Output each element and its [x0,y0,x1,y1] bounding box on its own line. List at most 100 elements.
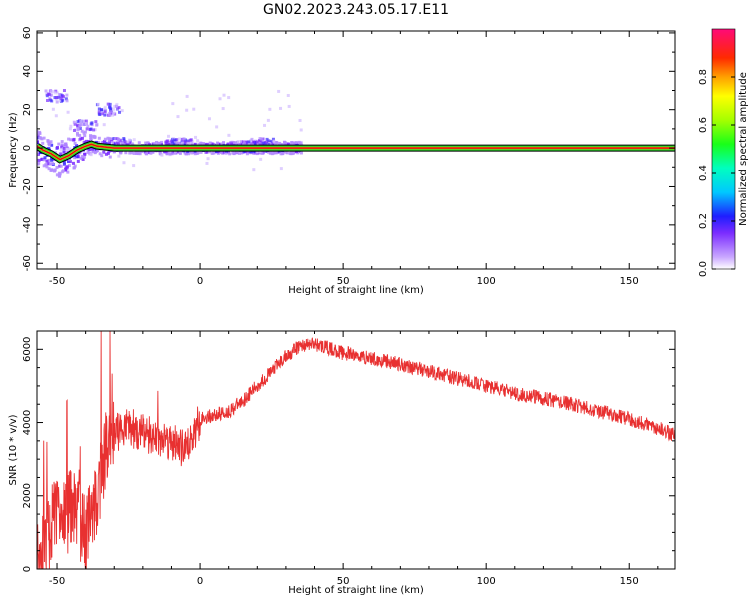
spectrogram-cell [61,98,65,102]
spectrogram-cell [102,123,106,127]
colorbar-tick-label: 0.6 [698,117,709,133]
spectrogram-y-ticks: -60 -40 -20 0 20 40 60 [22,27,675,271]
spectrogram-cell [242,141,246,145]
spectrogram-cell [278,142,282,146]
spectrogram-cell [62,160,66,164]
spectrogram-cell [79,137,83,141]
spectrogram-cell [134,150,138,154]
spectrogram-cell [98,152,102,156]
spectrogram-cell [185,108,189,112]
spectrogram-cell [66,160,70,164]
spectrogram-cell [51,90,55,94]
spectrogram-cell [180,137,184,141]
spectrogram-cell [88,148,92,152]
spectrogram-cell [108,106,112,110]
spectrogram-cell [175,141,179,145]
spectrogram-cell [206,157,210,161]
spectrogram-cell [194,135,198,139]
spectrogram-cell [100,141,104,145]
spectrogram-cell [40,157,44,161]
spectrogram-cell [235,151,239,155]
colorbar-gradient [711,28,736,270]
spectrogram-cell [89,134,93,138]
spectrogram-cell [103,107,107,111]
ridge-core [37,143,675,161]
spectrogram-cell [55,165,59,169]
spectrogram-cell [44,89,48,93]
snr-panel: -50 0 50 100 150 0 2000 4000 6000 Height of str… [8,330,676,596]
spectrogram-cell [94,148,98,152]
spectrogram-cell [67,137,71,141]
spectrogram-cell [45,159,49,163]
spectrogram-cell [82,122,86,126]
spectrogram-cell [168,152,172,156]
spectrogram-cell [110,141,114,145]
spectrogram-cell [158,142,162,146]
spectrogram-cell [255,140,259,144]
spectrogram-cell [114,137,118,141]
spectrogram-cell [228,152,232,156]
x-tick-label: 150 [620,576,639,587]
spectrogram-cell [178,152,182,156]
spectrogram-cell [252,140,256,144]
spectrogram-cell [160,140,164,144]
snr-frame [36,330,676,570]
spectrogram-cell [267,139,271,143]
spectrogram-cell [192,150,196,154]
spectrogram-cell [73,156,77,160]
spectrogram-cell [58,164,62,168]
spectrogram-cell [102,150,106,154]
spectrogram-cell [160,153,164,157]
x-tick-label: -50 [49,576,65,587]
spectrogram-cell [193,142,197,146]
spectrogram-cell [210,142,214,146]
colorbar-ticks: 0.0 0.2 0.4 0.6 0.8 [698,69,735,277]
spectrogram-cell [37,136,39,140]
spectrogram-cell [42,158,46,162]
spectrogram-cell [66,170,70,174]
spectrogram-cell [86,139,90,143]
spectrogram-cell [207,117,211,121]
spectrogram-cell [62,162,66,166]
spectrogram-cell [167,134,171,138]
spectrogram-cell [108,113,112,117]
spectrogram-cell [49,168,53,172]
spectrogram-cell [168,142,172,146]
spectrogram-cell [283,141,287,145]
spectrogram-cell [236,140,240,144]
spectrogram-cell [272,139,276,143]
spectrogram-cell [69,124,73,128]
spectrogram-cell [297,140,301,144]
snr-y-axis-label: SNR (10 * v/v) [8,414,19,485]
spectrogram-cell [60,145,64,149]
spectrogram-cell [295,142,299,146]
spectrogram-cell [118,110,122,114]
spectrogram-cell [76,133,80,137]
spectrogram-cell [232,141,236,145]
x-tick-label: -50 [49,276,65,287]
spectrogram-cell [86,124,90,128]
spectrogram-cell [259,137,263,141]
spectrogram-cell [46,92,50,96]
snr-plot-area [37,331,675,569]
spectrogram-cell [98,113,102,117]
spectrogram-cell [72,120,76,124]
spectrogram-cell [274,151,278,155]
spectrogram-cell [65,165,69,169]
spectrogram-cell [72,128,76,132]
spectrogram-cell [55,91,59,95]
spectrogram-cell [277,89,281,93]
spectrogram-cell [85,139,89,143]
spectrogram-cell [172,138,176,142]
spectrogram-cell [83,134,87,138]
spectrogram-cell [53,95,57,99]
spectrogram-cell [115,141,119,145]
spectrogram-cell [114,104,118,108]
spectrogram-cell [104,113,108,117]
spectrogram-cell [149,151,153,155]
spectrogram-cell [61,169,65,173]
spectrogram-cell [279,167,283,171]
spectrogram-cell [106,102,110,106]
spectrogram-cell [132,164,136,168]
spectrogram-cell [55,173,59,177]
